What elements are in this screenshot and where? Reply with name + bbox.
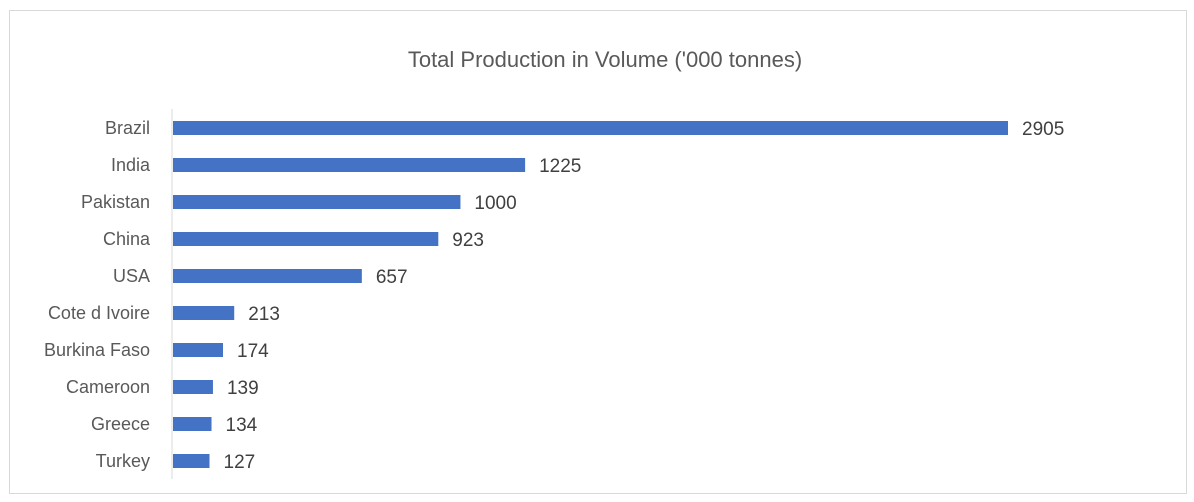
bar [173, 380, 213, 394]
category-label: China [103, 229, 151, 249]
data-label: 1225 [539, 156, 581, 177]
category-label: Cameroon [66, 377, 150, 397]
category-label: USA [113, 266, 150, 286]
bar [173, 121, 1008, 135]
data-label: 139 [227, 378, 259, 399]
bar [173, 306, 235, 320]
category-label: Burkina Faso [44, 340, 150, 360]
data-label: 657 [376, 267, 408, 288]
category-label: Cote d Ivoire [48, 303, 150, 323]
bar [173, 195, 461, 209]
bar [173, 232, 439, 246]
bar [173, 269, 362, 283]
data-label: 213 [248, 304, 280, 325]
chart-title: Total Production in Volume ('000 tonnes) [408, 47, 802, 72]
bars-group: Brazil 2905 India 1225 Pakistan 1000 China 923 U… [44, 118, 1064, 473]
data-label: 134 [226, 415, 258, 436]
category-label: Brazil [105, 118, 150, 138]
data-label: 1000 [474, 193, 516, 214]
bar [173, 158, 526, 172]
data-label: 2905 [1022, 119, 1064, 140]
chart-frame [9, 10, 1187, 494]
bar [173, 417, 212, 431]
data-label: 174 [237, 341, 269, 362]
category-label: Pakistan [81, 192, 150, 212]
category-label: Greece [91, 414, 150, 434]
bar [173, 454, 210, 468]
category-label: Turkey [96, 451, 150, 471]
data-label: 127 [224, 452, 256, 473]
data-label: 923 [452, 230, 484, 251]
bar [173, 343, 224, 357]
category-label: India [111, 155, 151, 175]
